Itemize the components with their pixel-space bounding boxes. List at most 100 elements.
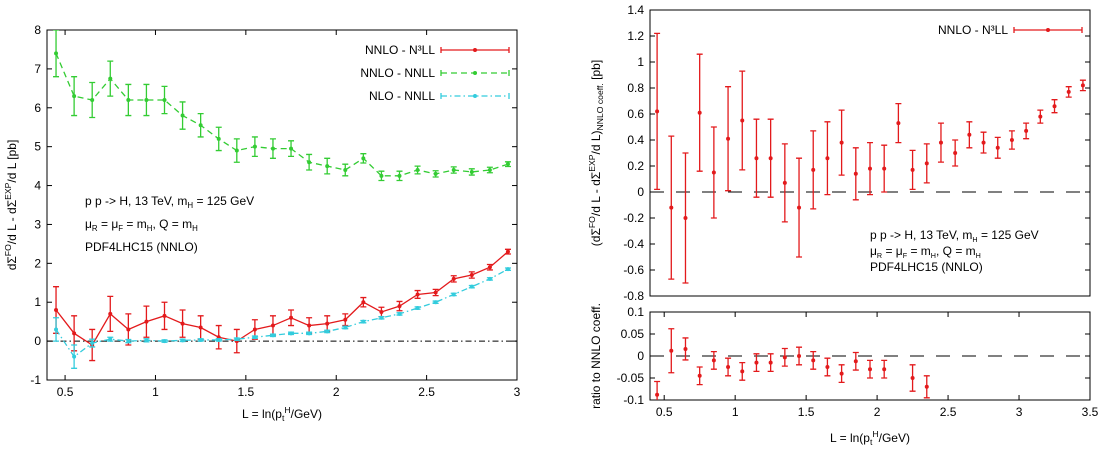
data-point: [740, 369, 745, 374]
data-point: [505, 162, 510, 167]
text-segment: , Q = m: [936, 244, 976, 258]
data-point: [198, 325, 203, 330]
data-point: [853, 359, 858, 364]
text-segment: NNLO coeff.: [595, 83, 605, 130]
data-point: [669, 348, 674, 353]
y-tick-label: -0.6: [623, 263, 644, 277]
legend-swatch: [440, 70, 510, 76]
text-segment: = m: [123, 217, 147, 231]
data-point: [90, 98, 95, 102]
data-point: [415, 292, 420, 297]
y-tick-label: -0.4: [623, 237, 644, 251]
data-point: [54, 327, 59, 332]
legend-swatch: [440, 93, 510, 99]
text-segment: ratio to NNLO coeff.: [589, 303, 603, 409]
data-point: [433, 290, 438, 295]
data-point: [126, 339, 131, 344]
data-point: [797, 205, 802, 210]
data-point: [1024, 128, 1029, 133]
x-tick-label: 0.5: [57, 385, 74, 399]
data-point: [981, 140, 986, 145]
data-point: [397, 311, 402, 316]
text-segment: [pb]: [589, 60, 603, 83]
plot-frame: [46, 29, 518, 381]
data-point: [1080, 83, 1085, 88]
text-segment: PDF4LHC15 (NNLO): [870, 260, 983, 274]
chart-panel: -0.1 -0.05 0 0.05 0.1 0.5 1 1.5 2 2.5 3 3.5 L = ln(p…: [589, 303, 1099, 447]
data-point: [54, 308, 59, 312]
y-axis-label: (dΣFO/d L - dΣEXP/d L)NNLO coeff. [pb]: [587, 60, 605, 246]
data-point: [270, 333, 275, 338]
text-segment: H: [872, 429, 878, 439]
text-segment: FO: [587, 216, 597, 228]
data-point: [270, 146, 275, 151]
data-point: [252, 144, 257, 149]
text-segment: PDF4LHC15 (NNLO): [85, 240, 198, 254]
data-point: [768, 156, 773, 161]
data-point: [740, 118, 745, 123]
annotation: PDF4LHC15 (NNLO): [870, 260, 983, 274]
y-tick-label: 0.4: [627, 133, 644, 147]
data-point: [797, 354, 802, 358]
data-point: [126, 327, 131, 332]
chart-panel: -0.8-0.6-0.4-0.200.20.40.60.811.21.4(dΣF…: [587, 3, 1091, 303]
data-point: [307, 160, 312, 165]
y-tick-label: 8: [34, 23, 41, 37]
data-point: [126, 98, 131, 102]
y-tick-label: 3: [34, 217, 41, 231]
text-segment: p p -> H, 13 TeV, m: [870, 228, 972, 242]
text-segment: /d L - dΣ: [5, 200, 19, 244]
data-point: [967, 132, 972, 137]
data-point: [325, 164, 330, 169]
data-point: [839, 371, 844, 376]
data-point: [924, 161, 929, 166]
y-tick-label: 1: [637, 55, 644, 69]
series-line: [55, 251, 509, 346]
x-axis-label: L = ln(ptH/GeV): [242, 405, 322, 423]
data-point: [811, 358, 816, 363]
data-point: [162, 339, 167, 344]
data-point: [198, 123, 203, 128]
y-tick-label: -0.8: [623, 289, 644, 303]
x-tick-label: 0.5: [656, 405, 673, 419]
y-tick-label: 0: [637, 185, 644, 199]
annotation: μR = μF = mH, Q = mH: [870, 244, 981, 260]
text-segment: μ: [85, 217, 92, 231]
text-segment: t: [870, 437, 873, 447]
text-segment: /d L): [589, 130, 603, 154]
data-point: [361, 156, 366, 161]
data-point: [216, 136, 221, 141]
data-point: [361, 300, 366, 305]
text-segment: dΣ: [5, 256, 19, 270]
data-point: [307, 331, 312, 336]
data-point: [782, 355, 787, 360]
data-point: [910, 167, 915, 172]
x-tick-label: 1: [732, 405, 739, 419]
data-point: [487, 168, 492, 172]
y-tick-label: 1.4: [627, 3, 644, 17]
data-point: [1052, 104, 1057, 109]
annotation: p p -> H, 13 TeV, mH = 125 GeV: [85, 194, 254, 210]
data-point: [697, 373, 702, 378]
y-tick-label: -0.05: [617, 371, 645, 385]
data-point: [234, 148, 239, 153]
data-point: [995, 145, 1000, 150]
data-point: [72, 331, 77, 336]
data-point: [180, 338, 185, 343]
data-point: [910, 376, 915, 380]
x-tick-label: 2: [874, 405, 881, 419]
data-point: [451, 276, 456, 281]
data-point: [754, 156, 759, 161]
x-tick-label: 3: [1016, 405, 1023, 419]
text-segment: p p -> H, 13 TeV, m: [85, 194, 187, 208]
data-point: [162, 313, 167, 318]
text-segment: (dΣ: [589, 228, 603, 246]
y-tick-label: 6: [34, 101, 41, 115]
data-point: [289, 331, 294, 336]
text-segment: H: [187, 201, 193, 210]
data-point: [726, 136, 731, 141]
text-segment: = μ: [98, 217, 119, 231]
text-segment: /d L - dΣ: [589, 172, 603, 216]
